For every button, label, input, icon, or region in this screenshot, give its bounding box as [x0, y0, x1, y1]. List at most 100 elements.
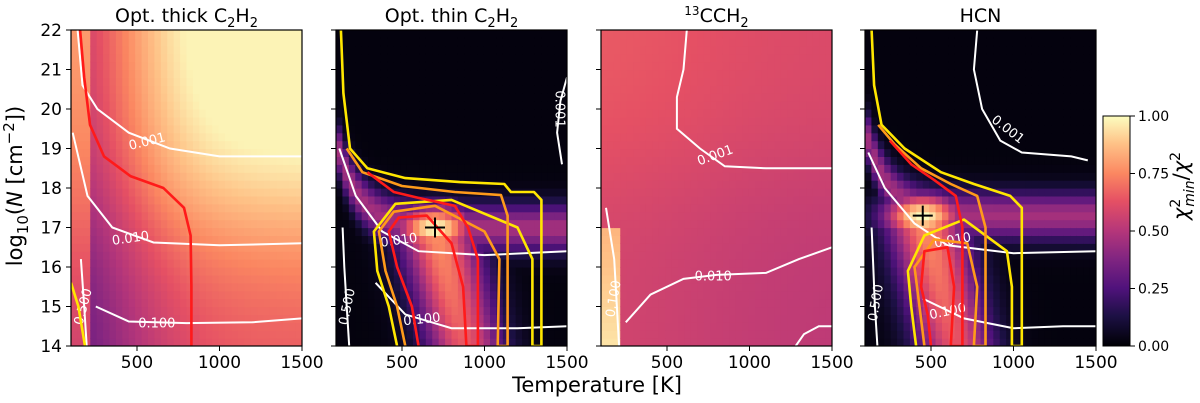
heatmap-cell	[225, 235, 233, 244]
heatmap-cell	[269, 338, 277, 346]
heatmap-cell	[607, 101, 615, 110]
heatmap-cell	[897, 227, 905, 236]
heatmap-cell	[263, 298, 271, 308]
heatmap-cell	[282, 235, 290, 244]
heatmap-cell	[547, 53, 555, 63]
heatmap-cell	[425, 140, 433, 150]
heatmap-cell	[160, 61, 168, 71]
heatmap-cell	[109, 148, 117, 157]
heatmap-cell	[419, 156, 427, 165]
heatmap-cell	[432, 61, 440, 71]
heatmap-cell	[884, 53, 892, 63]
heatmap-cell	[477, 77, 485, 86]
heatmap-cell	[806, 45, 814, 55]
heatmap-cell	[671, 243, 679, 252]
heatmap-cell	[199, 61, 207, 71]
heatmap-cell	[470, 282, 478, 292]
heatmap-cell	[890, 172, 898, 181]
heatmap-cell	[710, 61, 718, 71]
heatmap-cell	[877, 156, 885, 165]
heatmap-cell	[613, 188, 621, 197]
heatmap-cell	[793, 203, 801, 213]
heatmap-cell	[620, 140, 628, 150]
heatmap-cell	[554, 77, 562, 86]
heatmap-cell	[684, 85, 692, 94]
heatmap-cell	[218, 322, 226, 331]
heatmap-cell	[554, 156, 562, 165]
heatmap-cell	[742, 227, 750, 236]
heatmap-cell	[496, 30, 504, 39]
heatmap-cell	[658, 235, 666, 244]
heatmap-cell	[633, 172, 641, 181]
heatmap-cell	[716, 85, 724, 94]
heatmap-cell	[871, 188, 879, 197]
heatmap-cell	[710, 140, 718, 150]
heatmap-cell	[812, 85, 820, 94]
heatmap-cell	[722, 195, 730, 205]
heatmap-cell	[916, 219, 924, 229]
heatmap-cell	[633, 267, 641, 276]
heatmap-cell	[528, 211, 536, 221]
heatmap-cell	[419, 116, 427, 126]
heatmap-cell	[425, 243, 433, 252]
heatmap-cell	[387, 195, 395, 205]
heatmap-cell	[825, 188, 832, 197]
heatmap-cell	[639, 314, 647, 323]
heatmap-cell	[522, 85, 530, 94]
heatmap-cell	[871, 69, 879, 78]
heatmap-cell	[250, 188, 258, 197]
heatmap-cell	[83, 156, 91, 165]
heatmap-cell	[186, 180, 194, 189]
heatmap-cell	[716, 314, 724, 323]
heatmap-cell	[877, 109, 885, 118]
heatmap-cell	[368, 37, 376, 47]
heatmap-cell	[748, 235, 756, 244]
heatmap-cell	[464, 338, 472, 346]
heatmap-cell	[639, 85, 647, 94]
heatmap-cell	[710, 330, 718, 339]
heatmap-cell	[903, 298, 911, 308]
heatmap-cell	[212, 93, 220, 102]
heatmap-cell	[71, 30, 79, 39]
heatmap-cell	[909, 93, 917, 102]
heatmap-cell	[774, 306, 782, 315]
heatmap-cell	[237, 267, 245, 276]
heatmap-cell	[413, 101, 421, 110]
heatmap-cell	[547, 251, 555, 260]
heatmap-cell	[445, 45, 453, 55]
heatmap-cell	[528, 203, 536, 213]
heatmap-cell	[710, 172, 718, 181]
heatmap-cell	[180, 243, 188, 252]
heatmap-cell	[96, 109, 104, 118]
heatmap-cell	[374, 203, 382, 213]
heatmap-cell	[916, 251, 924, 260]
heatmap-cell	[225, 274, 233, 284]
heatmap-cell	[205, 195, 213, 205]
heatmap-cell	[451, 330, 459, 339]
heatmap-cell	[457, 298, 465, 308]
heatmap-cell	[295, 30, 302, 39]
heatmap-cell	[135, 148, 143, 157]
heatmap-cell	[710, 314, 718, 323]
heatmap-cell	[929, 251, 937, 260]
heatmap-cell	[192, 93, 200, 102]
heatmap-cell	[742, 116, 750, 126]
heatmap-cell	[380, 148, 388, 157]
heatmap-cell	[477, 45, 485, 55]
heatmap-cell	[690, 274, 698, 284]
heatmap-cell	[96, 148, 104, 157]
heatmap-cell	[767, 109, 775, 118]
heatmap-cell	[445, 148, 453, 157]
heatmap-cell	[806, 306, 814, 315]
heatmap-cell	[929, 188, 937, 197]
heatmap-cell	[263, 30, 271, 39]
heatmap-cell	[167, 164, 175, 173]
heatmap-cell	[871, 243, 879, 252]
heatmap-cell	[522, 30, 530, 39]
heatmap-cell	[903, 235, 911, 244]
heatmap-cell	[199, 322, 207, 331]
heatmap-cell	[541, 180, 549, 189]
heatmap-cell	[909, 298, 917, 308]
x-tick-label: 500	[121, 353, 153, 373]
heatmap-cell	[212, 282, 220, 292]
